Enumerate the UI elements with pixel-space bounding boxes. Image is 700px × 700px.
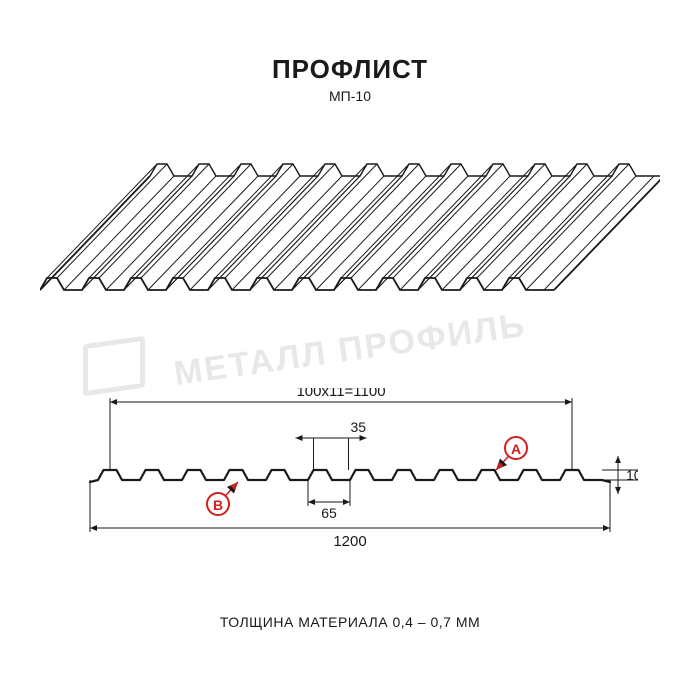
svg-text:100x11=1100: 100x11=1100 <box>296 388 385 400</box>
svg-text:10: 10 <box>626 467 638 483</box>
subtitle: МП-10 <box>0 88 700 104</box>
svg-text:B: B <box>213 497 223 513</box>
svg-text:A: A <box>511 441 521 457</box>
cross-section-view: 100x11=11003565101200AB <box>78 388 638 538</box>
svg-text:65: 65 <box>321 505 337 521</box>
svg-text:1200: 1200 <box>333 533 366 548</box>
watermark-text: МЕТАЛЛ ПРОФИЛЬ <box>172 306 529 394</box>
title: ПРОФЛИСТ <box>0 54 700 85</box>
svg-text:35: 35 <box>351 419 367 435</box>
isometric-view <box>40 150 660 295</box>
thickness-note: ТОЛЩИНА МАТЕРИАЛА 0,4 – 0,7 ММ <box>0 614 700 630</box>
